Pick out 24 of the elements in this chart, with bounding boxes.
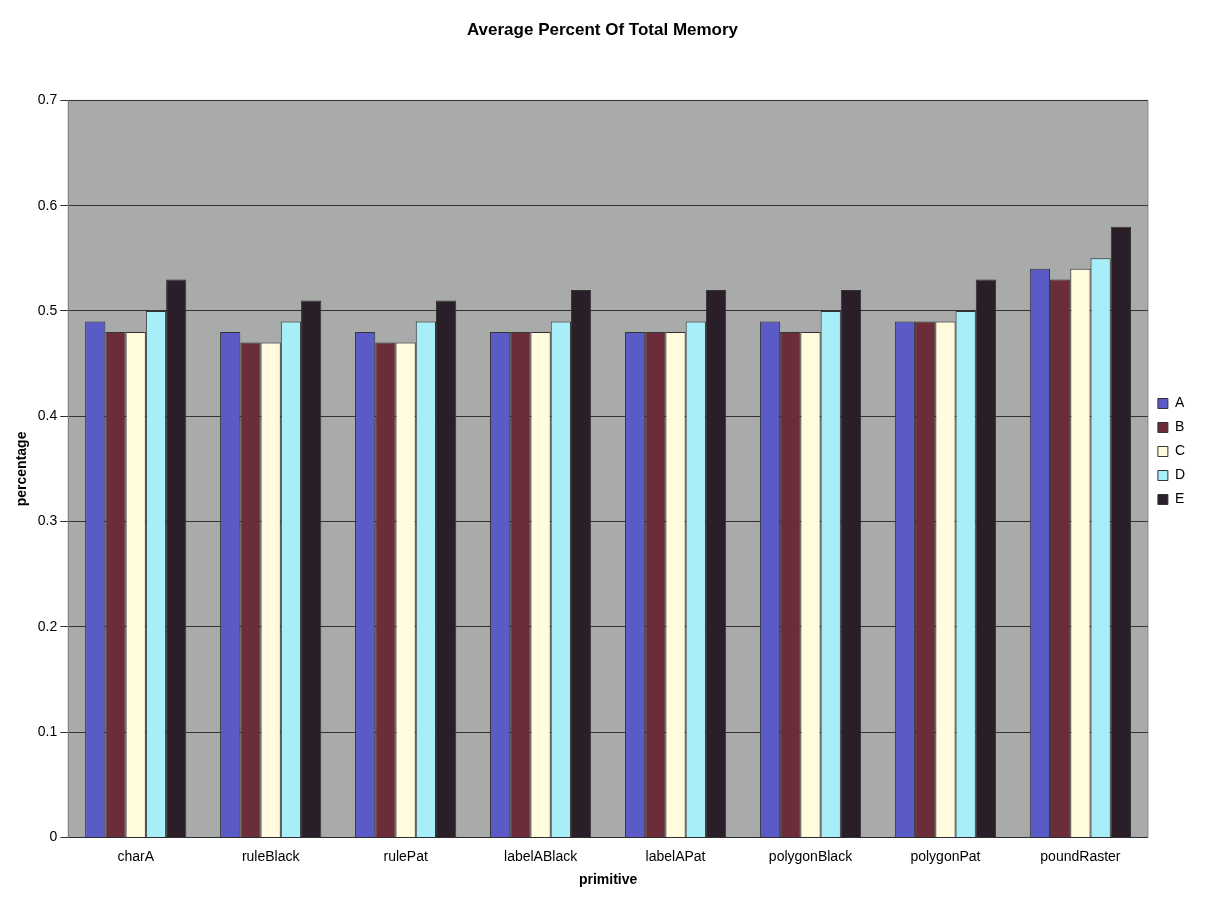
x-tick-label: charA <box>117 847 155 864</box>
y-tick-label: 0.1 <box>37 722 58 739</box>
y-tick-label: 0.6 <box>37 196 58 213</box>
y-tick-label: 0.4 <box>37 407 58 424</box>
x-axis-title: primitive <box>578 871 638 888</box>
y-tick-label: 0 <box>49 828 58 845</box>
x-tick-label: labelABlack <box>504 847 579 864</box>
legend-label: B <box>1174 418 1185 435</box>
legend-label: D <box>1174 466 1186 483</box>
x-tick-label: poundRaster <box>1040 847 1121 864</box>
chart-title: Average Percent Of Total Memory <box>466 19 739 39</box>
legend-label: E <box>1174 490 1185 507</box>
x-tick-label: rulePat <box>383 847 428 864</box>
legend-label: C <box>1174 442 1186 459</box>
x-tick-label: polygonBlack <box>768 847 854 864</box>
x-tick-label: labelAPat <box>645 847 706 864</box>
y-tick-label: 0.2 <box>37 617 58 634</box>
legend-label: A <box>1174 394 1185 411</box>
x-tick-label: polygonPat <box>910 847 981 864</box>
y-axis-title: percentage <box>13 431 30 507</box>
y-tick-label: 0.5 <box>37 301 58 318</box>
y-tick-label: 0.7 <box>37 91 58 108</box>
x-tick-label: ruleBlack <box>241 847 301 864</box>
y-tick-label: 0.3 <box>37 512 58 529</box>
